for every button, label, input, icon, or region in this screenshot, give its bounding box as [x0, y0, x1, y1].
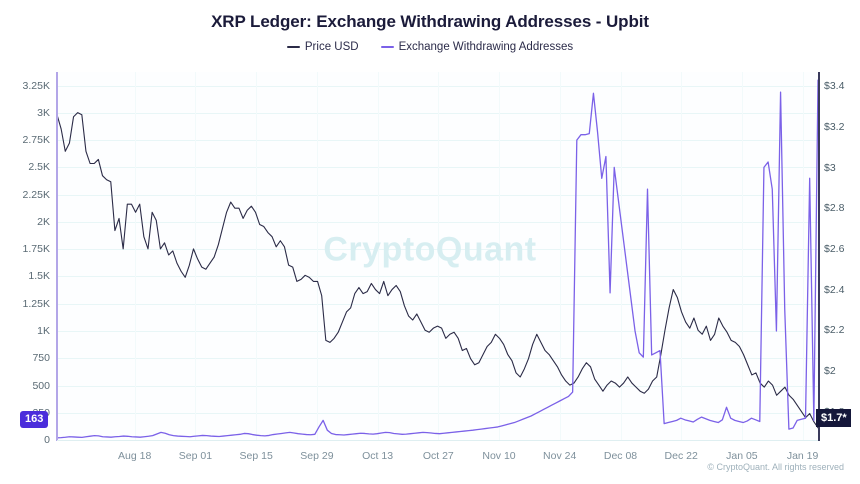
right-axis-tick-label: $3 — [824, 161, 836, 174]
plot-area — [57, 72, 818, 441]
gridline-v-4 — [377, 72, 379, 440]
legend-dash-price-usd — [286, 46, 300, 48]
gridline-h-9 — [57, 331, 818, 332]
right-axis-tick-label: $3.4 — [824, 80, 845, 93]
right-axis-tick-label: $3.2 — [824, 120, 845, 133]
chart-title: XRP Ledger: Exchange Withdrawing Address… — [211, 12, 649, 31]
legend-label-exchange-withdrawing-addresses: Exchange Withdrawing Addresses — [398, 41, 574, 53]
gridline-v-6 — [499, 72, 500, 440]
left-axis-tick-label: 2.25K — [22, 188, 50, 201]
gridline-v-5 — [438, 72, 440, 440]
x-axis-tick-label: Dec 22 — [664, 450, 698, 462]
legend-item-exchange-withdrawing-addresses[interactable]: Exchange Withdrawing Addresses — [380, 41, 574, 53]
left-axis-tick-label: 750 — [32, 352, 50, 365]
series-lines — [57, 72, 818, 440]
gridline-v-11 — [802, 72, 804, 440]
gridline-h-3 — [57, 167, 818, 169]
x-axis-tick-label: Sep 15 — [239, 450, 273, 462]
series-line-price-usd — [57, 113, 818, 428]
gridline-h-11 — [57, 385, 818, 387]
gridline-h-0 — [57, 85, 818, 87]
left-axis-tick-label: 2K — [37, 215, 50, 228]
x-axis-tick-label: Sep 29 — [300, 450, 334, 462]
left-axis-current-value-badge: 163 — [20, 411, 49, 429]
left-axis-tick-label: 1K — [37, 325, 50, 337]
left-axis-tick-label: 500 — [32, 379, 50, 392]
gridline-v-7 — [559, 72, 561, 440]
legend-item-price-usd[interactable]: Price USD — [286, 41, 359, 53]
x-axis-tick-label: Oct 27 — [422, 450, 454, 462]
x-axis-tick-label: Sep 01 — [178, 450, 213, 462]
legend-dash-exchange-withdrawing-addresses — [380, 46, 394, 48]
gridline-v-3 — [316, 72, 318, 440]
x-axis-tick-label: Nov 10 — [482, 450, 516, 462]
x-axis-tick-label: Jan 19 — [786, 450, 819, 462]
left-axis-tick-label: 3K — [37, 106, 50, 119]
gridline-h-1 — [57, 112, 818, 114]
legend-label-price-usd: Price USD — [304, 41, 359, 53]
right-axis-tick-label: $2 — [824, 364, 836, 377]
gridline-v-10 — [741, 72, 743, 440]
left-axis-tick-label: 1.5K — [28, 270, 50, 283]
left-axis-tick-label: 0 — [44, 434, 50, 446]
x-axis-tick-label: Oct 13 — [362, 450, 394, 462]
gridline-h-6 — [57, 249, 818, 251]
right-axis-spine — [818, 72, 820, 441]
gridline-v-8 — [620, 72, 622, 440]
right-axis-tick-label: $2.6 — [824, 242, 845, 255]
series-line-exchange-withdrawing-addresses — [57, 80, 818, 438]
chart-legend: Price USD Exchange Withdrawing Addresses — [0, 41, 860, 53]
gridline-h-5 — [57, 221, 818, 223]
x-axis-tick-label: Dec 08 — [603, 450, 638, 462]
left-axis-tick-label: 3.25K — [22, 79, 50, 92]
x-axis-baseline — [57, 440, 818, 441]
gridline-v-9 — [681, 72, 683, 440]
gridline-h-7 — [57, 276, 818, 278]
gridline-v-2 — [256, 72, 258, 440]
right-axis-tick-label: $2.4 — [824, 283, 845, 296]
gridline-v-0 — [134, 72, 136, 440]
copyright-footer: © CryptoQuant. All rights reserved — [707, 462, 844, 472]
gridline-h-2 — [57, 140, 818, 142]
gridline-h-10 — [57, 358, 818, 360]
gridline-h-8 — [57, 303, 818, 305]
gridline-h-12 — [57, 412, 818, 414]
right-axis-tick-label: $2.8 — [824, 202, 845, 215]
x-axis-tick-label: Jan 05 — [726, 450, 758, 462]
plot-background — [57, 72, 818, 440]
x-axis-tick-label: Aug 18 — [118, 450, 152, 462]
right-axis-tick-label: $2.2 — [824, 324, 845, 337]
left-axis-tick-label: 1.75K — [22, 243, 50, 256]
x-axis-tick-label: Nov 24 — [543, 450, 577, 462]
left-axis-tick-label: 1.25K — [22, 297, 50, 310]
left-axis-tick-label: 2.5K — [28, 161, 50, 174]
gridline-h-4 — [57, 194, 818, 196]
left-axis-tick-label: 2.75K — [22, 134, 50, 147]
right-axis-current-value-badge: $1.7* — [816, 409, 851, 427]
left-axis-spine — [56, 72, 58, 441]
